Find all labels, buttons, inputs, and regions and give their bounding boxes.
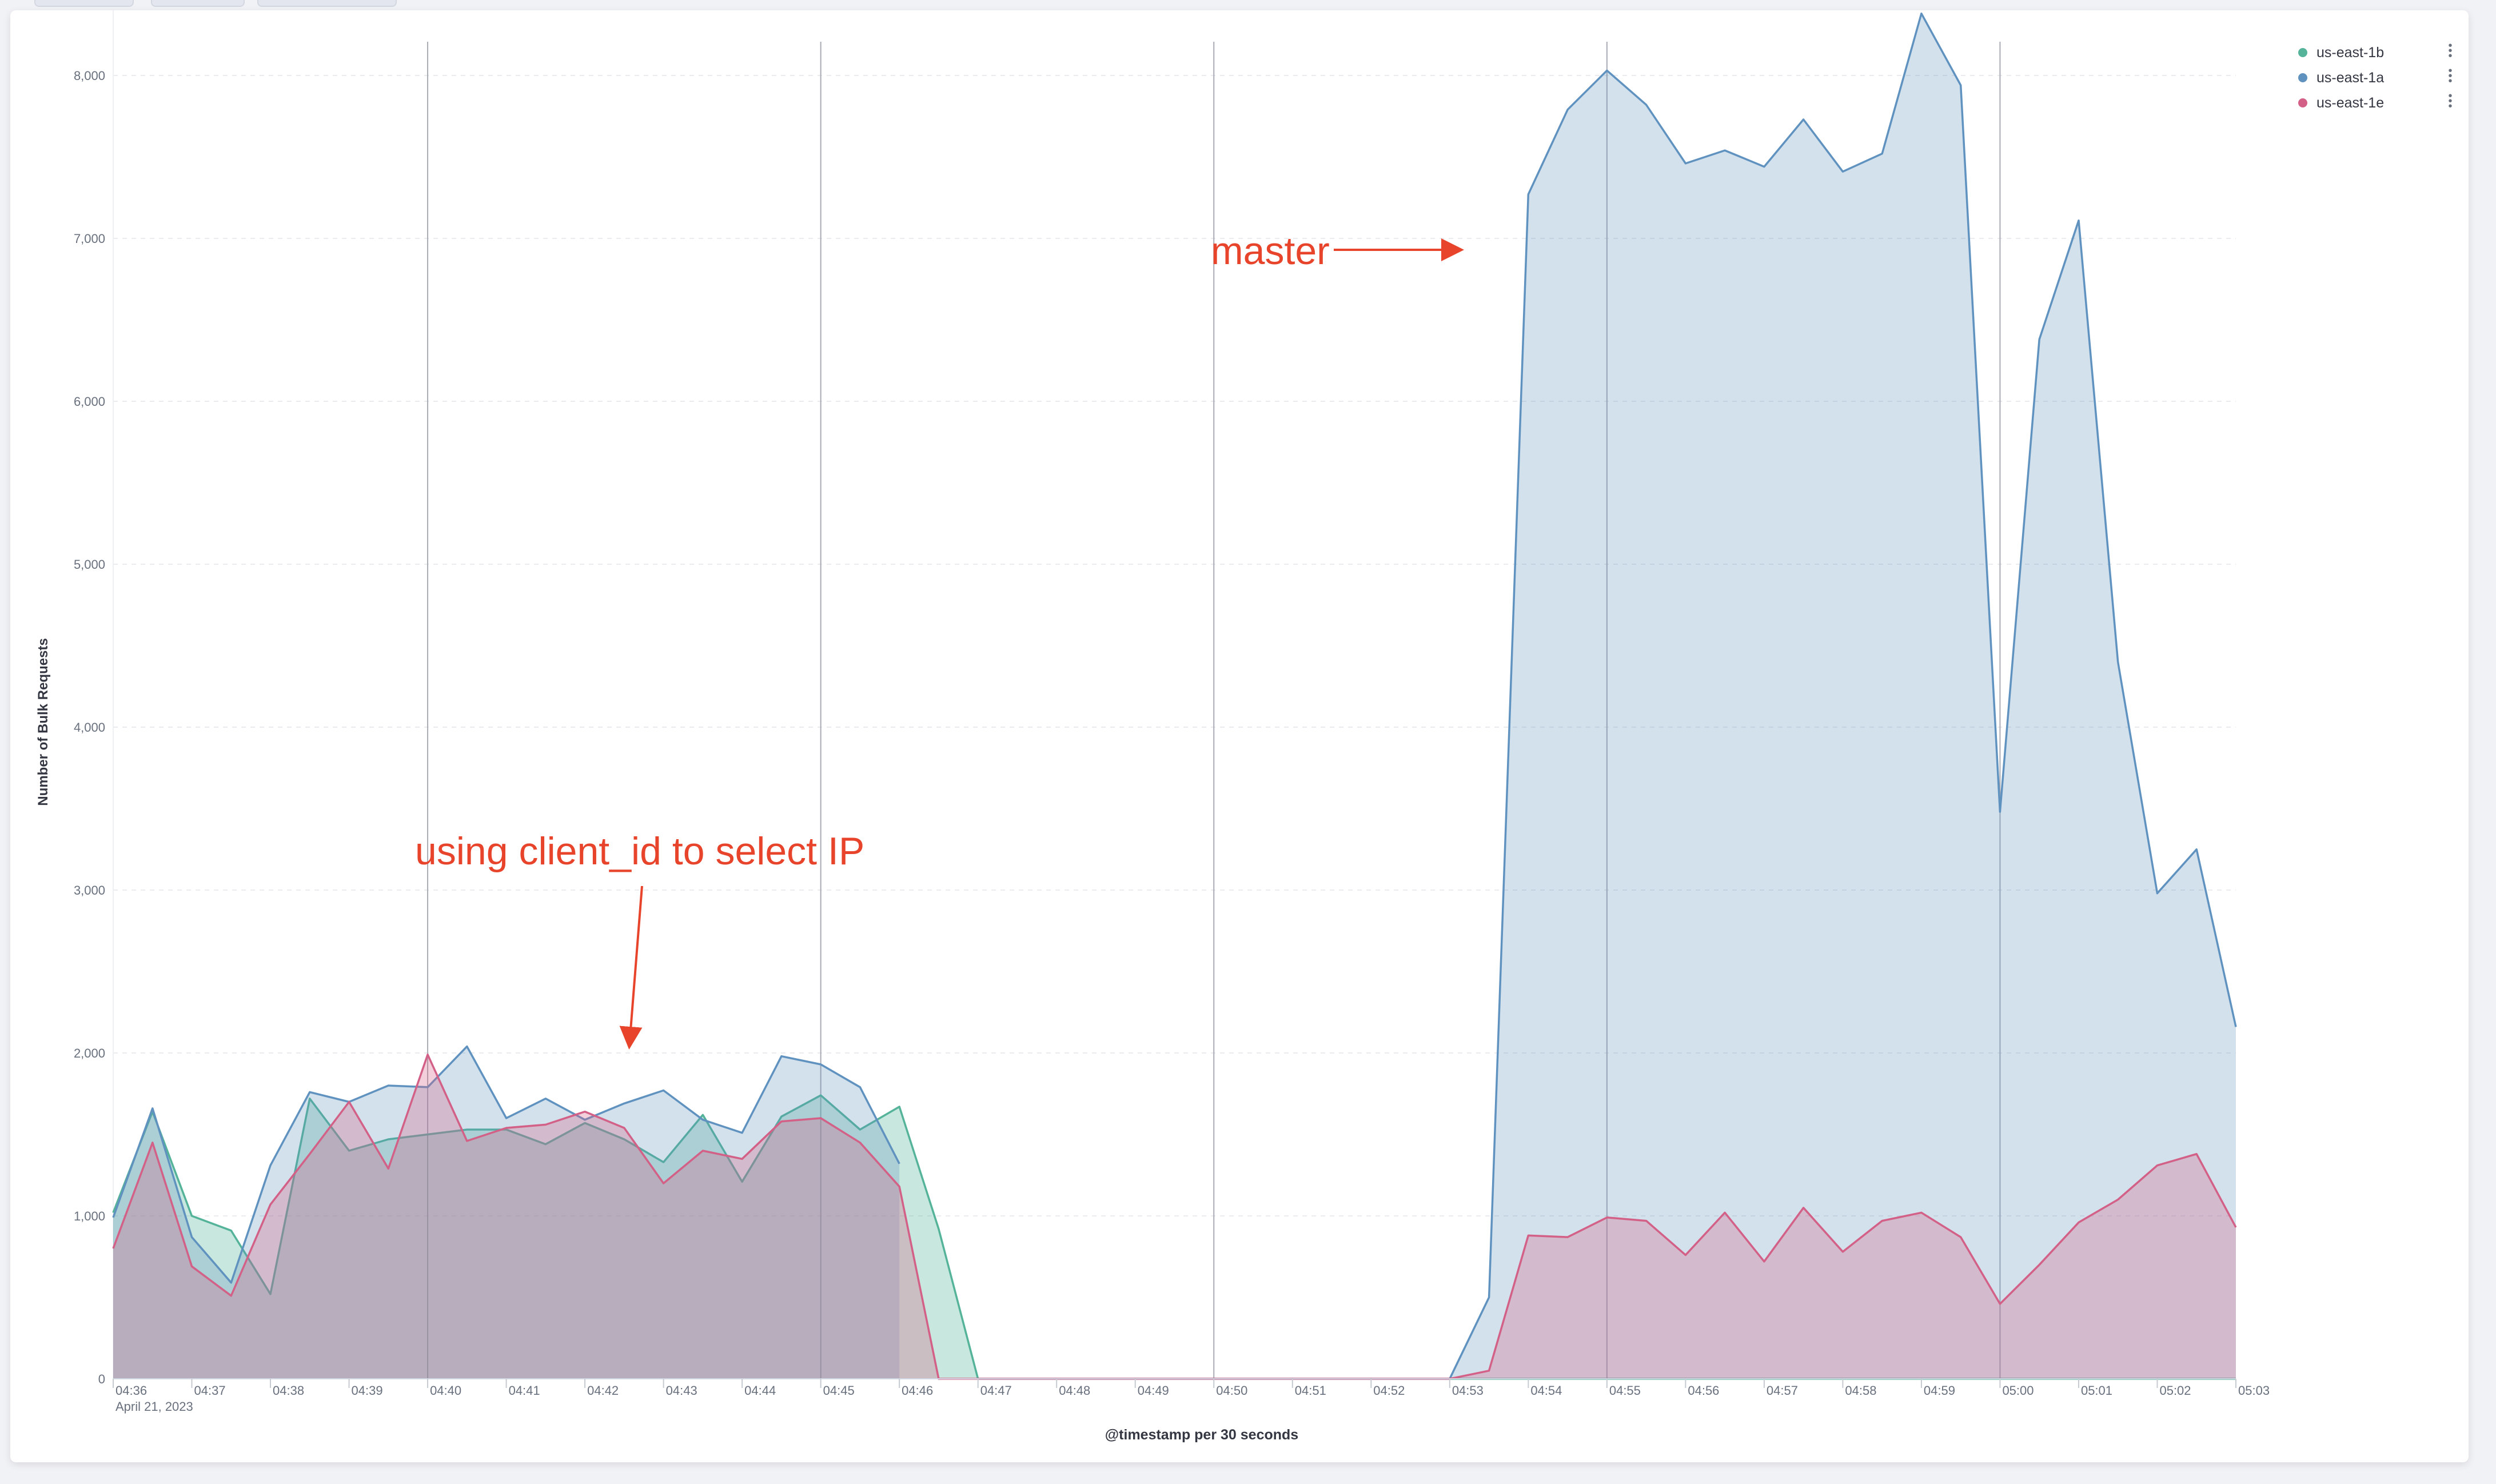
x-tick-label: 04:57 [1767, 1383, 1798, 1398]
x-tick-label: 04:59 [1924, 1383, 1955, 1398]
legend-swatch [2298, 73, 2307, 82]
y-tick-label: 8,000 [74, 69, 105, 83]
line-us-east-1a [112, 1045, 900, 1284]
legend-label: us-east-1e [2316, 94, 2385, 111]
x-tick-label: 04:36 [115, 1383, 147, 1398]
legend-item-us-east-1e[interactable]: us-east-1e • • • [2298, 90, 2453, 115]
top-toolbar-edge [0, 0, 2496, 8]
x-tick-label: 04:43 [666, 1383, 697, 1398]
legend-label: us-east-1b [2316, 44, 2385, 61]
x-tick-label: 04:55 [1609, 1383, 1641, 1398]
x-axis-title: @timestamp per 30 seconds [1105, 1427, 1299, 1443]
x-tick-label: 04:50 [1216, 1383, 1247, 1398]
annotation-arrow-client-id [619, 885, 643, 1050]
x-tick-label: 04:44 [744, 1383, 776, 1398]
x-tick-label: 04:39 [352, 1383, 383, 1398]
area-us-east-1e [113, 1054, 2236, 1379]
x-tick-label: 05:03 [2238, 1383, 2270, 1398]
y-axis-title: Number of Bulk Requests [35, 638, 51, 806]
x-date-label: April 21, 2023 [115, 1399, 193, 1414]
area-us-east-1b [113, 1095, 2236, 1379]
x-tick-label: 04:49 [1138, 1383, 1169, 1398]
x-tick-label: 04:47 [980, 1383, 1012, 1398]
area-chart: 0 1,000 2,000 3,000 4,000 5,000 6,000 7,000 8,00… [74, 10, 2270, 1414]
y-tick-label: 6,000 [74, 394, 105, 409]
legend-label: us-east-1a [2316, 69, 2385, 86]
legend-item-us-east-1a[interactable]: us-east-1a • • • [2298, 65, 2453, 90]
annotation-client-id: using client_id to select IP [415, 829, 865, 873]
x-tick-label: 04:41 [509, 1383, 540, 1398]
x-tick-label: 04:56 [1688, 1383, 1719, 1398]
x-tick-label: 05:00 [2002, 1383, 2034, 1398]
x-tick-label: 04:53 [1452, 1383, 1484, 1398]
area-us-east-1a [978, 13, 2236, 1379]
more-options-icon[interactable]: • • • [2448, 39, 2453, 62]
legend: us-east-1b • • • us-east-1a • • • us-east-1e… [2298, 40, 2453, 115]
x-tick-label: 04:45 [823, 1383, 855, 1398]
legend-item-us-east-1b[interactable]: us-east-1b • • • [2298, 40, 2453, 65]
y-tick-label: 5,000 [74, 557, 105, 572]
x-tick-label: 04:46 [902, 1383, 933, 1398]
x-tick-label: 04:42 [587, 1383, 619, 1398]
legend-swatch [2298, 98, 2307, 107]
x-tick-label: 04:48 [1059, 1383, 1090, 1398]
x-tick-label: 04:38 [273, 1383, 304, 1398]
area-us-east-1a [113, 1046, 900, 1379]
y-tick-label: 4,000 [74, 720, 105, 735]
y-tick-label: 1,000 [74, 1209, 105, 1223]
legend-swatch [2298, 48, 2307, 57]
annotation-master: master [1211, 229, 1330, 273]
toolbar-tab[interactable] [257, 0, 397, 7]
y-tick-label: 7,000 [74, 232, 105, 246]
x-tick-label: 04:58 [1845, 1383, 1876, 1398]
y-tick-label: 2,000 [74, 1046, 105, 1060]
more-options-icon[interactable]: • • • [2448, 90, 2453, 113]
toolbar-tab[interactable] [151, 0, 245, 7]
x-tick-label: 04:54 [1530, 1383, 1562, 1398]
y-tick-label: 0 [98, 1372, 105, 1386]
more-options-icon[interactable]: • • • [2448, 65, 2453, 87]
y-tick-label: 3,000 [74, 883, 105, 897]
x-tick-label: 04:51 [1295, 1383, 1326, 1398]
visualization-panel: 0 1,000 2,000 3,000 4,000 5,000 6,000 7,000 8,00… [10, 10, 2469, 1462]
x-tick-label: 05:02 [2159, 1383, 2191, 1398]
toolbar-tab[interactable] [34, 0, 134, 7]
x-tick-label: 04:52 [1373, 1383, 1405, 1398]
x-tick-label: 04:37 [194, 1383, 226, 1398]
x-tick-label: 04:40 [430, 1383, 461, 1398]
x-tick-label: 05:01 [2081, 1383, 2112, 1398]
